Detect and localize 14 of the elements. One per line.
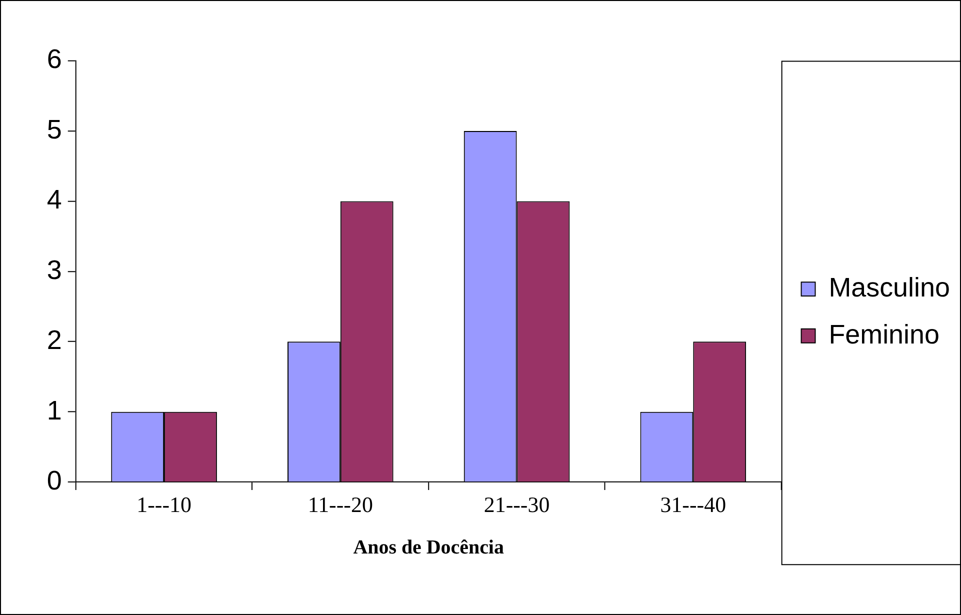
x-axis-title: Anos de Docência — [353, 536, 504, 558]
y-tick-label: 2 — [46, 325, 62, 356]
y-tick-label: 6 — [46, 44, 62, 74]
legend-label: Masculino — [828, 272, 950, 302]
y-tick-label: 4 — [46, 184, 62, 215]
y-tick-label: 1 — [46, 395, 62, 426]
y-tick-label: 0 — [46, 465, 62, 496]
legend-label: Feminino — [828, 319, 940, 350]
y-tick-label: 5 — [46, 114, 62, 144]
y-tick-label: 3 — [46, 254, 62, 285]
x-tick-label: 11---20 — [308, 492, 373, 517]
x-tick-label: 31---40 — [660, 492, 726, 517]
x-tick-label: 21---30 — [484, 492, 550, 517]
x-tick-label: 1---10 — [136, 492, 192, 517]
